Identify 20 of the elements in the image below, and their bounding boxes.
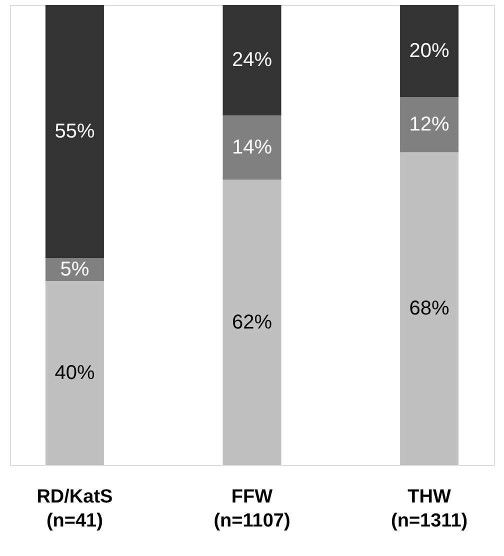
- bar: [45, 281, 104, 465]
- data-label: 68%: [409, 298, 450, 320]
- data-label: 20%: [409, 40, 450, 62]
- bar: [222, 115, 282, 180]
- data-label: 14%: [232, 136, 272, 159]
- bar: [45, 5, 104, 258]
- x-tick-label: FFW (n=1107): [214, 486, 290, 532]
- bar: [400, 97, 459, 152]
- data-label: 40%: [54, 362, 95, 384]
- x-tick-label: RD/KatS (n=41): [36, 486, 113, 532]
- data-label: 12%: [409, 114, 450, 136]
- bar: [400, 152, 459, 465]
- data-label: 55%: [54, 120, 95, 142]
- data-label: 24%: [232, 49, 272, 72]
- bar: [222, 5, 282, 116]
- bar: [400, 5, 459, 97]
- x-tick-label: THW (n=1311): [391, 486, 468, 532]
- data-label: 62%: [232, 311, 272, 334]
- data-label: 5%: [60, 258, 90, 280]
- bar: [222, 180, 282, 465]
